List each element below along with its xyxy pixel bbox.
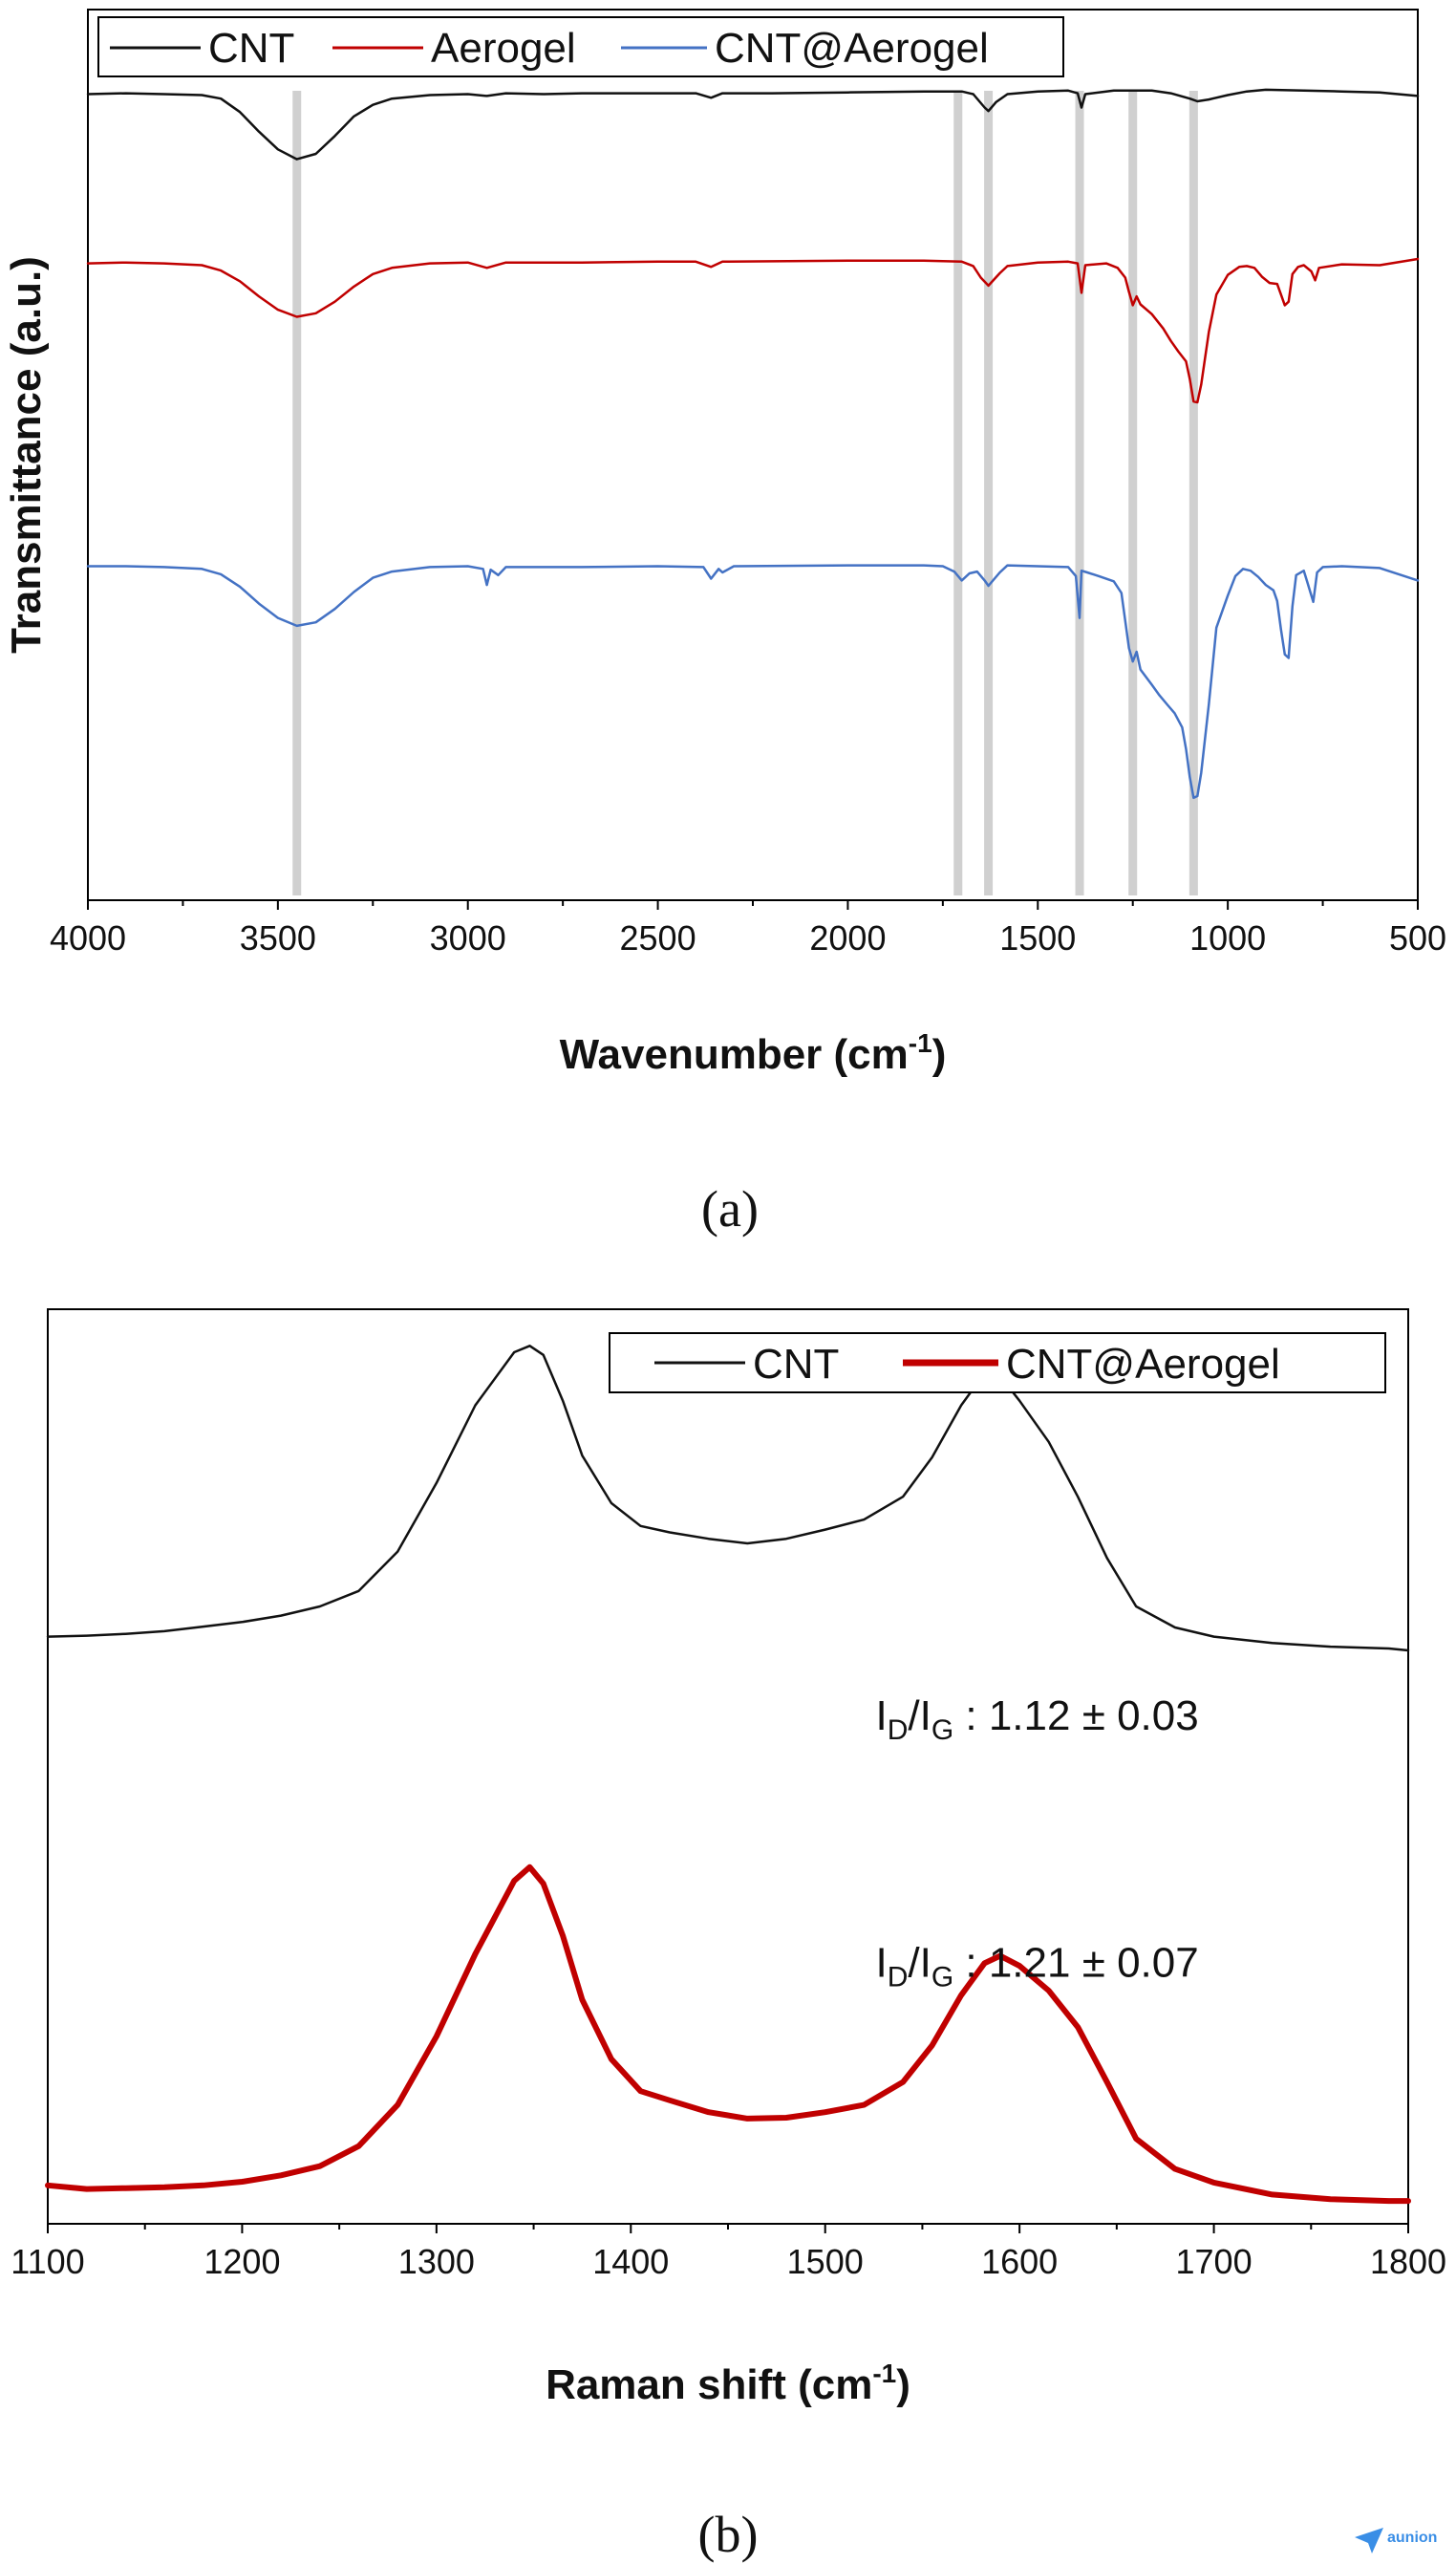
x-tick-label-2000: 2000 — [809, 918, 886, 958]
x-axis-title: Wavenumber (cm-1) — [560, 1028, 947, 1078]
x-tick-label-1400: 1400 — [592, 2242, 669, 2281]
x-axis-title: Raman shift (cm-1) — [546, 2359, 910, 2408]
watermark-text: aunion — [1387, 2530, 1437, 2546]
series-line-cnt-aerogel — [45, 1864, 1411, 2205]
series-line-aerogel — [86, 257, 1420, 404]
x-tick-label-1600: 1600 — [981, 2242, 1058, 2281]
y-axis-title: Transmittance (a.u.) — [3, 256, 50, 654]
x-tick-label-1500: 1500 — [787, 2242, 864, 2281]
x-tick-label-3000: 3000 — [430, 918, 506, 958]
x-tick-label-1100: 1100 — [11, 2242, 84, 2281]
chart-panel-b: 1100 1200 1300 1400 1500 1600 1700 1800 CNT CNT… — [11, 1308, 1446, 2563]
annotations: ID/IG : 1.12 ± 0.03 ID/IG : 1.21 ± 0.07 — [875, 1692, 1198, 1993]
series-line-cnt — [46, 1345, 1410, 1652]
legend: CNT CNT@Aerogel — [609, 1332, 1386, 1393]
panel-label-a: (a) — [701, 1180, 759, 1238]
series-lines — [45, 1345, 1411, 2205]
legend-label-cnt: CNT — [208, 25, 294, 72]
x-tick-label-500: 500 — [1389, 918, 1446, 958]
x-tick-label-1300: 1300 — [398, 2242, 475, 2281]
watermark-logo: aunion — [1355, 2528, 1437, 2553]
legend-label-cnt-aerogel: CNT@Aerogel — [1006, 1341, 1280, 1388]
legend-label-cnt-aerogel: CNT@Aerogel — [715, 25, 989, 72]
series-line-cnt-aerogel — [86, 564, 1420, 800]
plot-area-frame — [47, 1308, 1409, 2225]
highlight-bands — [292, 91, 1198, 895]
ratio-annotation-1: ID/IG : 1.12 ± 0.03 — [875, 1692, 1198, 1746]
x-tick-label-3500: 3500 — [240, 918, 316, 958]
x-tick-label-1800: 1800 — [1370, 2242, 1446, 2281]
x-tick-label-1500: 1500 — [999, 918, 1076, 958]
x-axis-ticks: 1100 1200 1300 1400 1500 1600 1700 1800 — [11, 2224, 1446, 2281]
legend: CNT Aerogel CNT@Aerogel — [97, 16, 1064, 77]
legend-box — [97, 16, 1064, 77]
legend-label-aerogel: Aerogel — [431, 25, 576, 72]
x-tick-label-1000: 1000 — [1189, 918, 1266, 958]
chart-panel-a: 4000 3500 3000 2500 2000 1500 1000 500 CNT Aero… — [3, 9, 1446, 1238]
panel-label-b: (b) — [698, 2506, 759, 2563]
paper-plane-icon — [1355, 2528, 1383, 2553]
plot-area-frame — [87, 9, 1419, 901]
x-tick-label-1200: 1200 — [203, 2242, 280, 2281]
x-tick-label-1700: 1700 — [1176, 2242, 1253, 2281]
x-tick-label-4000: 4000 — [50, 918, 126, 958]
series-line-cnt — [86, 88, 1420, 161]
series-lines — [86, 88, 1420, 800]
ratio-annotation-2: ID/IG : 1.21 ± 0.07 — [875, 1940, 1198, 1993]
x-tick-label-2500: 2500 — [620, 918, 696, 958]
legend-label-cnt: CNT — [753, 1341, 839, 1388]
x-axis-ticks: 4000 3500 3000 2500 2000 1500 1000 500 — [50, 900, 1446, 958]
